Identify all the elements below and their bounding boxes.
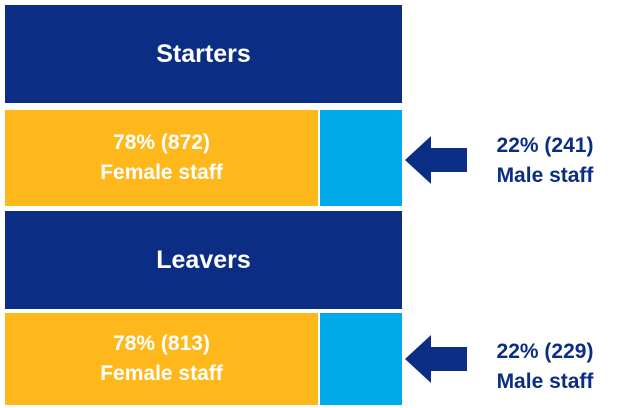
section-title: Starters xyxy=(5,5,402,103)
female-label: Female staff xyxy=(100,161,223,184)
female-figure: 78% (872) xyxy=(113,131,210,154)
male-bar xyxy=(320,313,402,405)
male-text: 22% (241) Male staff xyxy=(470,128,620,194)
male-label: Male staff xyxy=(496,164,594,187)
male-figure: 22% (229) xyxy=(496,340,594,363)
section-title: Leavers xyxy=(5,211,402,309)
female-label: Female staff xyxy=(100,362,223,385)
male-figure: 22% (241) xyxy=(496,134,594,157)
female-block: 78% (813) Female staff xyxy=(5,313,318,405)
male-text: 22% (229) Male staff xyxy=(470,334,620,400)
male-bar xyxy=(320,110,402,206)
arrow xyxy=(405,335,467,383)
arrow xyxy=(405,136,467,184)
female-block: 78% (872) Female staff xyxy=(5,110,318,206)
male-label: Male staff xyxy=(496,370,594,393)
female-figure: 78% (813) xyxy=(113,332,210,355)
